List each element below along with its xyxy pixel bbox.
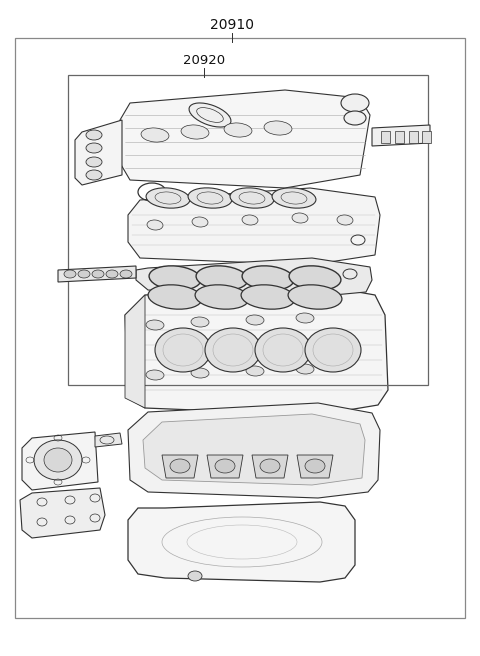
Polygon shape — [20, 488, 105, 538]
Ellipse shape — [78, 270, 90, 278]
Ellipse shape — [255, 328, 311, 372]
Ellipse shape — [188, 571, 202, 581]
Ellipse shape — [344, 111, 366, 125]
Ellipse shape — [289, 266, 341, 290]
Ellipse shape — [149, 266, 201, 290]
Ellipse shape — [146, 188, 190, 208]
Ellipse shape — [296, 364, 314, 374]
Polygon shape — [143, 414, 365, 485]
Ellipse shape — [215, 459, 235, 473]
Ellipse shape — [205, 328, 261, 372]
Ellipse shape — [86, 130, 102, 140]
Text: 20910: 20910 — [210, 18, 254, 32]
Ellipse shape — [341, 94, 369, 112]
Polygon shape — [125, 295, 145, 408]
Ellipse shape — [106, 270, 118, 278]
Ellipse shape — [189, 103, 231, 127]
Polygon shape — [125, 285, 388, 415]
Ellipse shape — [196, 266, 248, 290]
Ellipse shape — [34, 440, 82, 480]
Ellipse shape — [146, 320, 164, 330]
Ellipse shape — [155, 328, 211, 372]
Ellipse shape — [191, 368, 209, 378]
Bar — [15, 38, 465, 618]
Ellipse shape — [86, 170, 102, 180]
Polygon shape — [207, 455, 243, 478]
Polygon shape — [252, 455, 288, 478]
Text: 20920: 20920 — [183, 54, 225, 66]
Polygon shape — [136, 258, 372, 297]
Polygon shape — [58, 266, 136, 282]
Polygon shape — [372, 125, 430, 146]
Ellipse shape — [64, 270, 76, 278]
Bar — [68, 75, 428, 385]
Ellipse shape — [288, 285, 342, 309]
Ellipse shape — [44, 448, 72, 472]
Ellipse shape — [260, 459, 280, 473]
Polygon shape — [162, 455, 198, 478]
Ellipse shape — [230, 188, 274, 208]
Ellipse shape — [188, 188, 232, 208]
Ellipse shape — [141, 128, 169, 142]
Ellipse shape — [191, 317, 209, 327]
Ellipse shape — [92, 270, 104, 278]
Ellipse shape — [146, 370, 164, 380]
Ellipse shape — [292, 213, 308, 223]
Polygon shape — [128, 502, 355, 582]
Ellipse shape — [86, 157, 102, 167]
Bar — [381, 131, 390, 143]
Ellipse shape — [86, 143, 102, 153]
Polygon shape — [75, 120, 122, 185]
Ellipse shape — [147, 220, 163, 230]
Ellipse shape — [305, 328, 361, 372]
Bar — [395, 131, 404, 143]
Ellipse shape — [148, 285, 202, 309]
Ellipse shape — [242, 266, 294, 290]
Ellipse shape — [296, 313, 314, 323]
Ellipse shape — [246, 315, 264, 325]
Ellipse shape — [181, 125, 209, 139]
Ellipse shape — [272, 188, 316, 208]
Polygon shape — [120, 90, 370, 188]
Ellipse shape — [242, 215, 258, 225]
Polygon shape — [128, 403, 380, 498]
Ellipse shape — [264, 121, 292, 135]
Ellipse shape — [337, 215, 353, 225]
Ellipse shape — [224, 123, 252, 137]
Bar — [409, 131, 418, 143]
Ellipse shape — [120, 270, 132, 278]
Ellipse shape — [305, 459, 325, 473]
Ellipse shape — [241, 285, 295, 309]
Polygon shape — [22, 432, 98, 490]
Ellipse shape — [246, 366, 264, 376]
Ellipse shape — [192, 217, 208, 227]
Ellipse shape — [170, 459, 190, 473]
Bar — [422, 131, 431, 143]
Polygon shape — [128, 188, 380, 265]
Polygon shape — [297, 455, 333, 478]
Ellipse shape — [195, 285, 249, 309]
Polygon shape — [95, 433, 122, 447]
